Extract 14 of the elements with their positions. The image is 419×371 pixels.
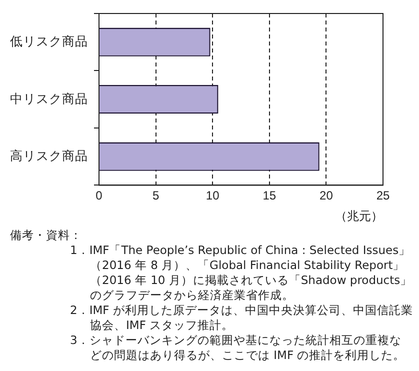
x-tick-label: 20	[320, 188, 334, 203]
text: 2．IMF が利用した原データは、中国中央決算公司、中国信託業協会、IMF スタッフ推計。	[69, 303, 413, 333]
text: 3．シャドーバンキングの範囲や基になった統計相互の重複などの問題はあり得るが、ここでは IMF の推計を利用した。	[69, 333, 406, 363]
text: 1．IMF「The People’s Republic of China : Selected Issues」（2016 年 8 月）、「Global Financial Stability Report」（2016 年 10 月）に掲載されている「Shadow products」のグラフデータから経済産業省作成。	[69, 243, 413, 303]
y-tick-label: 低リスク商品	[10, 34, 88, 49]
x-tick-label: 0	[96, 188, 103, 203]
x-tick-label: 15	[262, 188, 276, 203]
x-axis-title: （兆元）	[335, 209, 383, 224]
x-tick-label: 25	[376, 188, 390, 203]
x-tick-label: 10	[206, 188, 220, 203]
x-tick-label: 5	[152, 188, 160, 203]
y-tick-label: 高リスク商品	[10, 148, 88, 164]
text: 備考・資料：	[10, 228, 83, 243]
y-tick-label: 中リスク商品	[10, 92, 88, 106]
